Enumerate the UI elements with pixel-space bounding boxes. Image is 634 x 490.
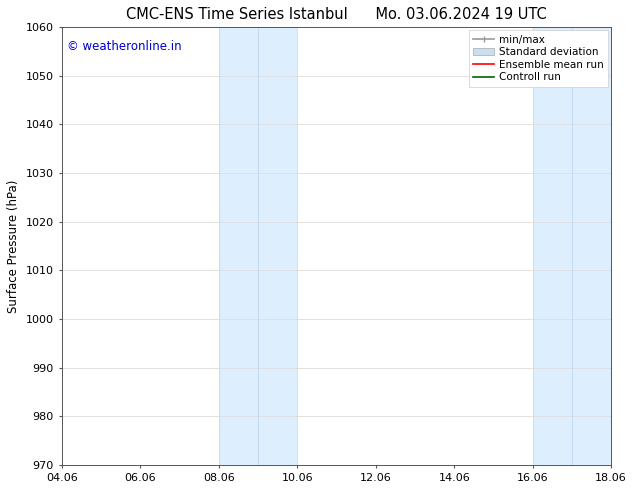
Y-axis label: Surface Pressure (hPa): Surface Pressure (hPa) bbox=[7, 179, 20, 313]
Bar bbox=[572, 27, 611, 465]
Bar bbox=[258, 27, 297, 465]
Bar bbox=[219, 27, 258, 465]
Text: © weatheronline.in: © weatheronline.in bbox=[67, 40, 182, 53]
Bar bbox=[533, 27, 572, 465]
Title: CMC-ENS Time Series Istanbul      Mo. 03.06.2024 19 UTC: CMC-ENS Time Series Istanbul Mo. 03.06.2… bbox=[126, 7, 547, 22]
Legend: min/max, Standard deviation, Ensemble mean run, Controll run: min/max, Standard deviation, Ensemble me… bbox=[469, 30, 608, 87]
